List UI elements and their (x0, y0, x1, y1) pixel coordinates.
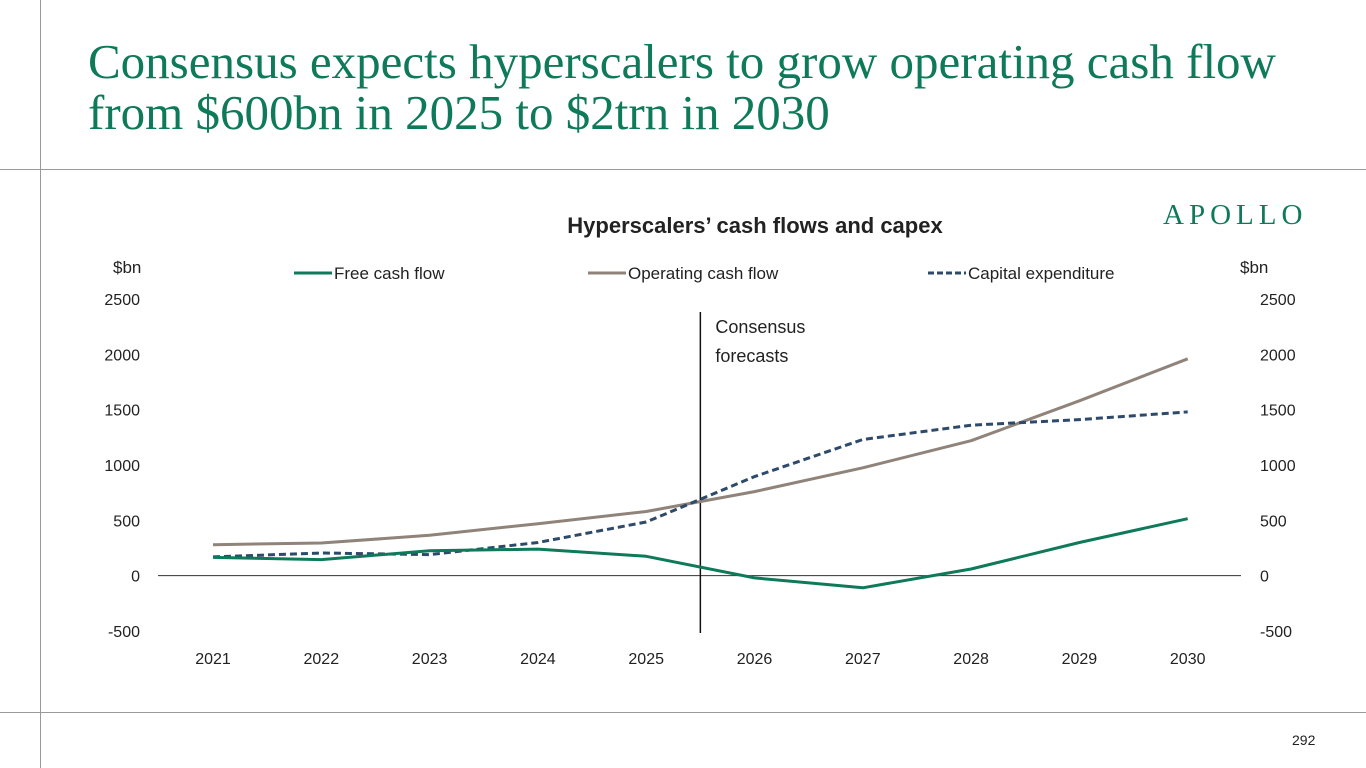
x-tick-label: 2028 (953, 651, 989, 668)
y-tick-label-left: 500 (113, 513, 140, 530)
series-line-free-cash-flow (212, 517, 1189, 590)
y-tick-label-left: 0 (131, 569, 140, 586)
x-axis: 2021 2022 2023 2024 2025 2026 2027 2028 2029 2030 (195, 651, 1205, 668)
y-tick-label-right: 1000 (1260, 458, 1296, 475)
y-tick-label-left: -500 (108, 624, 140, 641)
slide-title: Consensus expects hyperscalers to grow o… (88, 34, 1276, 140)
annotation-line: forecasts (715, 346, 788, 366)
y-tick-label-right: -500 (1260, 624, 1292, 641)
y-tick-label-right: 2500 (1260, 292, 1296, 309)
apollo-logo: APOLLO (1163, 199, 1308, 231)
x-tick-label: 2023 (412, 651, 448, 668)
x-tick-label: 2030 (1170, 651, 1206, 668)
legend-label: Free cash flow (334, 264, 445, 283)
y-tick-label-right: 2000 (1260, 347, 1296, 364)
y-axis-unit-right: $bn (1240, 258, 1268, 277)
legend-label: Operating cash flow (628, 264, 779, 283)
x-tick-label: 2024 (520, 651, 556, 668)
y-axis-left: 2500 2000 1500 1000 500 0 -500 (104, 292, 140, 641)
header-divider (0, 169, 1366, 170)
chart-title: Hyperscalers’ cash flows and capex (567, 213, 943, 238)
x-tick-label: 2025 (628, 651, 664, 668)
x-tick-label: 2026 (737, 651, 773, 668)
series-line-operating-cash-flow (212, 357, 1189, 547)
y-axis-right: 2500 2000 1500 1000 500 0 -500 (1260, 292, 1296, 641)
y-tick-label-left: 1500 (104, 403, 140, 420)
y-tick-label-right: 500 (1260, 513, 1287, 530)
left-margin-rule (40, 0, 41, 768)
legend-label: Capital expenditure (968, 264, 1114, 283)
y-tick-label-right: 0 (1260, 569, 1269, 586)
x-tick-label: 2027 (845, 651, 881, 668)
page-number: 292 (1292, 732, 1316, 748)
y-tick-label-left: 2500 (104, 292, 140, 309)
x-tick-label: 2022 (304, 651, 340, 668)
x-tick-label: 2021 (195, 651, 231, 668)
footer-divider (0, 712, 1366, 713)
series-lines (212, 357, 1189, 590)
y-tick-label-right: 1500 (1260, 403, 1296, 420)
y-tick-label-left: 1000 (104, 458, 140, 475)
x-tick-label: 2029 (1062, 651, 1098, 668)
y-tick-label-left: 2000 (104, 347, 140, 364)
y-axis-unit-left: $bn (113, 258, 141, 277)
series-line-capital-expenditure (212, 410, 1188, 559)
chart-legend: Free cash flow Operating cash flow Capital… (294, 264, 1114, 283)
annotation-line: Consensus (715, 317, 805, 337)
forecast-annotation: Consensus forecasts (715, 317, 805, 366)
